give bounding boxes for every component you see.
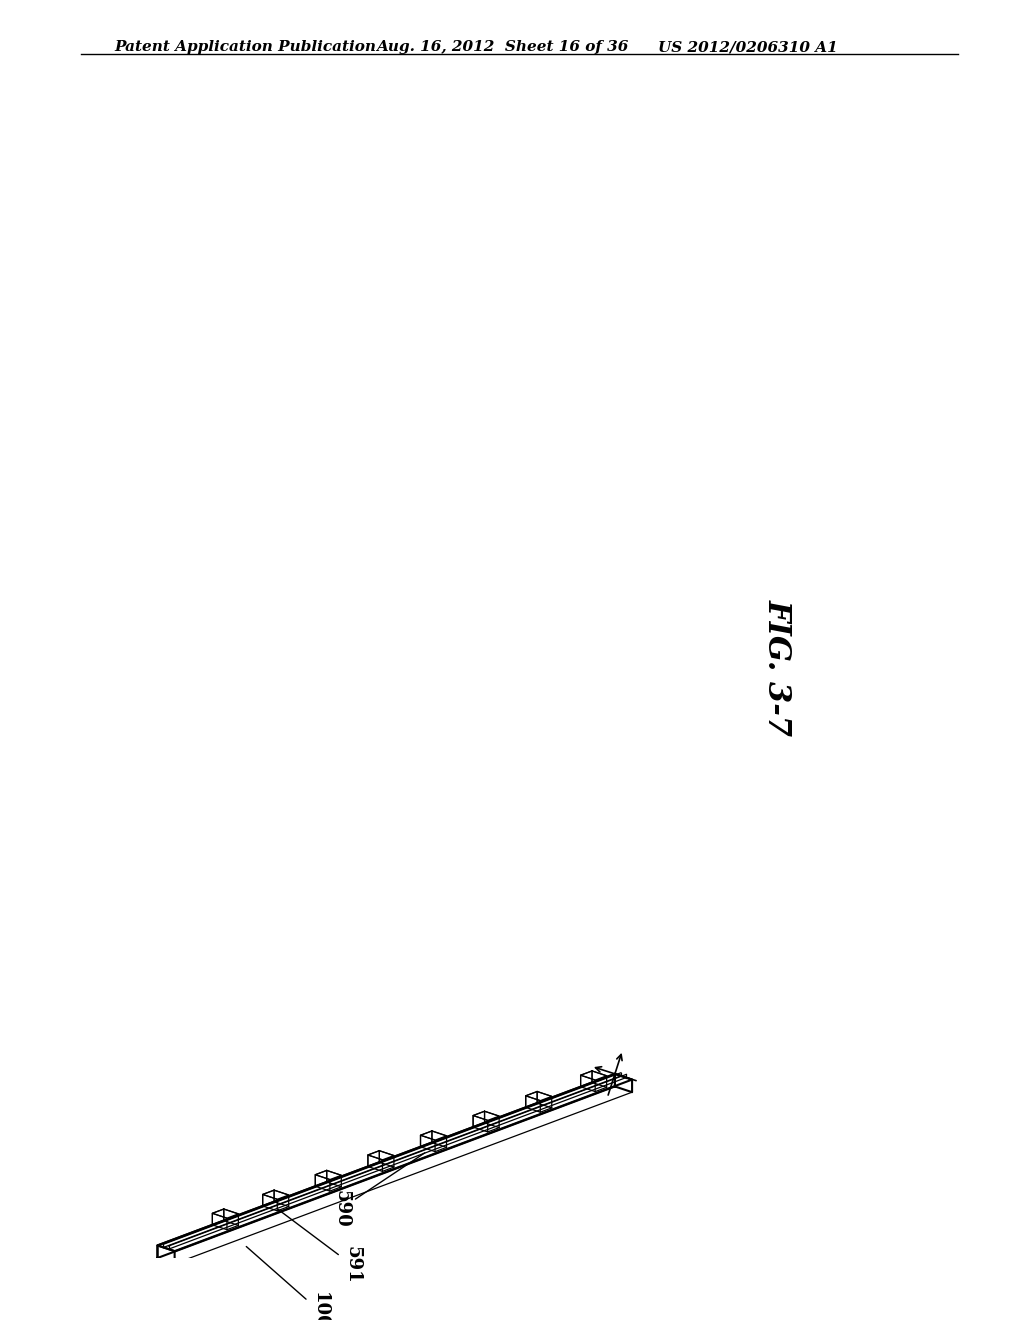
Text: US 2012/0206310 A1: US 2012/0206310 A1 <box>657 40 838 54</box>
Text: 100: 100 <box>247 1246 329 1320</box>
Text: Aug. 16, 2012  Sheet 16 of 36: Aug. 16, 2012 Sheet 16 of 36 <box>377 40 629 54</box>
Text: FIG. 3-7: FIG. 3-7 <box>762 598 793 735</box>
Text: 590: 590 <box>333 1152 425 1228</box>
Text: 591: 591 <box>279 1209 361 1284</box>
Text: Patent Application Publication: Patent Application Publication <box>115 40 377 54</box>
